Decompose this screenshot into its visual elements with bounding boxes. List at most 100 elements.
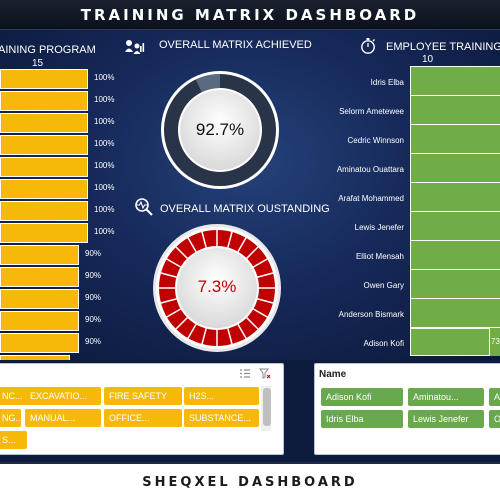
program-bar	[0, 201, 88, 221]
donut-segment-divider	[252, 308, 268, 318]
employee-name-chip[interactable]: Aminatou...	[408, 388, 484, 406]
program-bar	[0, 157, 88, 177]
program-bar-value: 90%	[85, 271, 102, 280]
slicer-area: NC... EXCAVATIO... FIRE SAFETY H2S... NG... M…	[0, 360, 500, 460]
training-program-chip[interactable]: MANUAL...	[25, 409, 101, 427]
donut-segment-divider	[257, 298, 274, 304]
donut-segment-divider	[246, 317, 259, 330]
achieved-value: 92.7%	[195, 120, 245, 139]
outstanding-title: OVERALL MATRIX OUSTANDING	[160, 203, 330, 215]
program-bar-row: 90%	[0, 332, 120, 354]
employee-status-bars	[410, 66, 500, 356]
donut-segment-divider	[187, 237, 197, 253]
program-bar	[0, 267, 79, 287]
program-bar-row: 90%	[0, 266, 120, 288]
employee-bar-divider	[411, 298, 500, 299]
program-bar-row: 100%	[0, 112, 120, 134]
employee-status-count: 10	[422, 54, 434, 65]
program-bar	[0, 245, 79, 265]
donut-segment-divider	[201, 231, 207, 248]
program-bar-row: 100%	[0, 156, 120, 178]
training-program-chip[interactable]: S...	[0, 431, 27, 449]
dashboard-title: TRAINING MATRIX DASHBOARD	[80, 5, 420, 24]
training-program-slicer: NC... EXCAVATIO... FIRE SAFETY H2S... NG... M…	[0, 363, 284, 455]
program-bar-row: 90%	[0, 310, 120, 332]
program-bar	[0, 91, 88, 111]
employee-name: Selorm Ametewee	[339, 107, 404, 116]
program-bar-value: 90%	[85, 293, 102, 302]
employee-name: Cedric Winnson	[347, 136, 404, 145]
training-program-chip[interactable]: FIRE SAFETY	[104, 387, 182, 405]
program-bar-row: 100%	[0, 90, 120, 112]
employee-name-chip[interactable]: Idris Elba	[321, 410, 403, 428]
employee-name-list: Idris Elba Selorm Ametewee Cedric Winnson A…	[300, 68, 408, 358]
employee-name: Lewis Jenefer	[354, 223, 404, 232]
employee-bar-divider	[411, 327, 500, 328]
donut-segment-divider	[257, 272, 274, 278]
achieved-donut: 92.7%	[160, 70, 280, 190]
employee-bar-divider	[411, 95, 500, 96]
employee-name-chip[interactable]: Adison Kofi	[321, 388, 403, 406]
program-bar-row: 100%	[0, 134, 120, 156]
program-bar-value: 100%	[94, 183, 115, 192]
slicer-scrollbar-thumb[interactable]	[263, 388, 271, 426]
training-program-chip[interactable]: H2S...	[184, 387, 259, 405]
donut-segment-divider	[237, 237, 247, 253]
donut-segment-divider	[166, 308, 182, 318]
program-bar-row: 90%	[0, 244, 120, 266]
training-program-chip[interactable]: EXCAVATIO...	[25, 387, 101, 405]
program-bar-value: 100%	[94, 73, 115, 82]
dashboard-main: AINING PROGRAM 15 100% 100% 100% 100% 100% 10…	[0, 30, 500, 360]
footer-bar: SHEQXEL DASHBOARD	[0, 462, 500, 500]
employee-bar-divider	[411, 240, 500, 241]
people-chart-icon	[125, 40, 145, 54]
program-bar	[0, 311, 79, 331]
donut-segment-divider	[201, 328, 207, 345]
donut-segment-divider	[175, 246, 188, 259]
outstanding-donut: 7.3%	[152, 223, 282, 353]
program-bar	[0, 135, 88, 155]
employee-status-bar-last	[410, 328, 490, 356]
employee-name-chip[interactable]: Lewis Jenefer	[408, 410, 484, 428]
program-bar	[0, 179, 88, 199]
program-bar-value: 90%	[85, 315, 102, 324]
program-bar-value: 100%	[94, 161, 115, 170]
slicer-header: Name	[315, 364, 500, 384]
employee-bar-divider	[411, 124, 500, 125]
employee-name-chip[interactable]: A	[489, 388, 500, 406]
employee-status-title: EMPLOYEE TRAINING ST	[386, 41, 500, 53]
donut-segment-divider	[160, 298, 177, 304]
program-bar-value: 100%	[94, 205, 115, 214]
training-program-bars: 100% 100% 100% 100% 100% 100% 100% 100% 90% 90% 90…	[0, 68, 120, 360]
donut-segment-divider	[227, 328, 233, 345]
training-program-chip[interactable]: SUBSTANCE...	[184, 409, 259, 427]
employee-name: Owen Gary	[363, 281, 404, 290]
employee-bar-divider	[411, 182, 500, 183]
slicer-header	[0, 364, 283, 384]
achieved-remaining-arc	[164, 74, 276, 186]
donut-segment-divider	[246, 246, 259, 259]
training-program-count: 15	[32, 58, 44, 69]
program-bar	[0, 113, 88, 133]
multi-select-icon[interactable]	[239, 368, 251, 379]
program-bar-row: 100%	[0, 68, 120, 90]
program-bar	[0, 223, 88, 243]
employee-bar-divider	[411, 153, 500, 154]
program-bar	[0, 333, 79, 353]
program-bar-row: 100%	[0, 200, 120, 222]
training-program-chip[interactable]: NG...	[0, 409, 21, 427]
slicer-title: Name	[319, 369, 347, 380]
program-bar-value: 90%	[85, 249, 102, 258]
employee-name: Adison Kofi	[363, 339, 404, 348]
program-bar-row: 100%	[0, 178, 120, 200]
clear-filter-icon[interactable]	[259, 368, 271, 379]
program-bar-value: 80%	[76, 359, 92, 360]
employee-name-chip[interactable]: O	[489, 410, 500, 428]
training-program-title: AINING PROGRAM	[0, 44, 96, 56]
program-bar-value: 100%	[94, 227, 115, 236]
donut-segment-divider	[252, 258, 268, 268]
program-bar-value: 100%	[94, 117, 115, 126]
donut-segment-divider	[160, 272, 177, 278]
training-program-chip[interactable]: OFFICE...	[104, 409, 182, 427]
program-bar	[0, 289, 79, 309]
